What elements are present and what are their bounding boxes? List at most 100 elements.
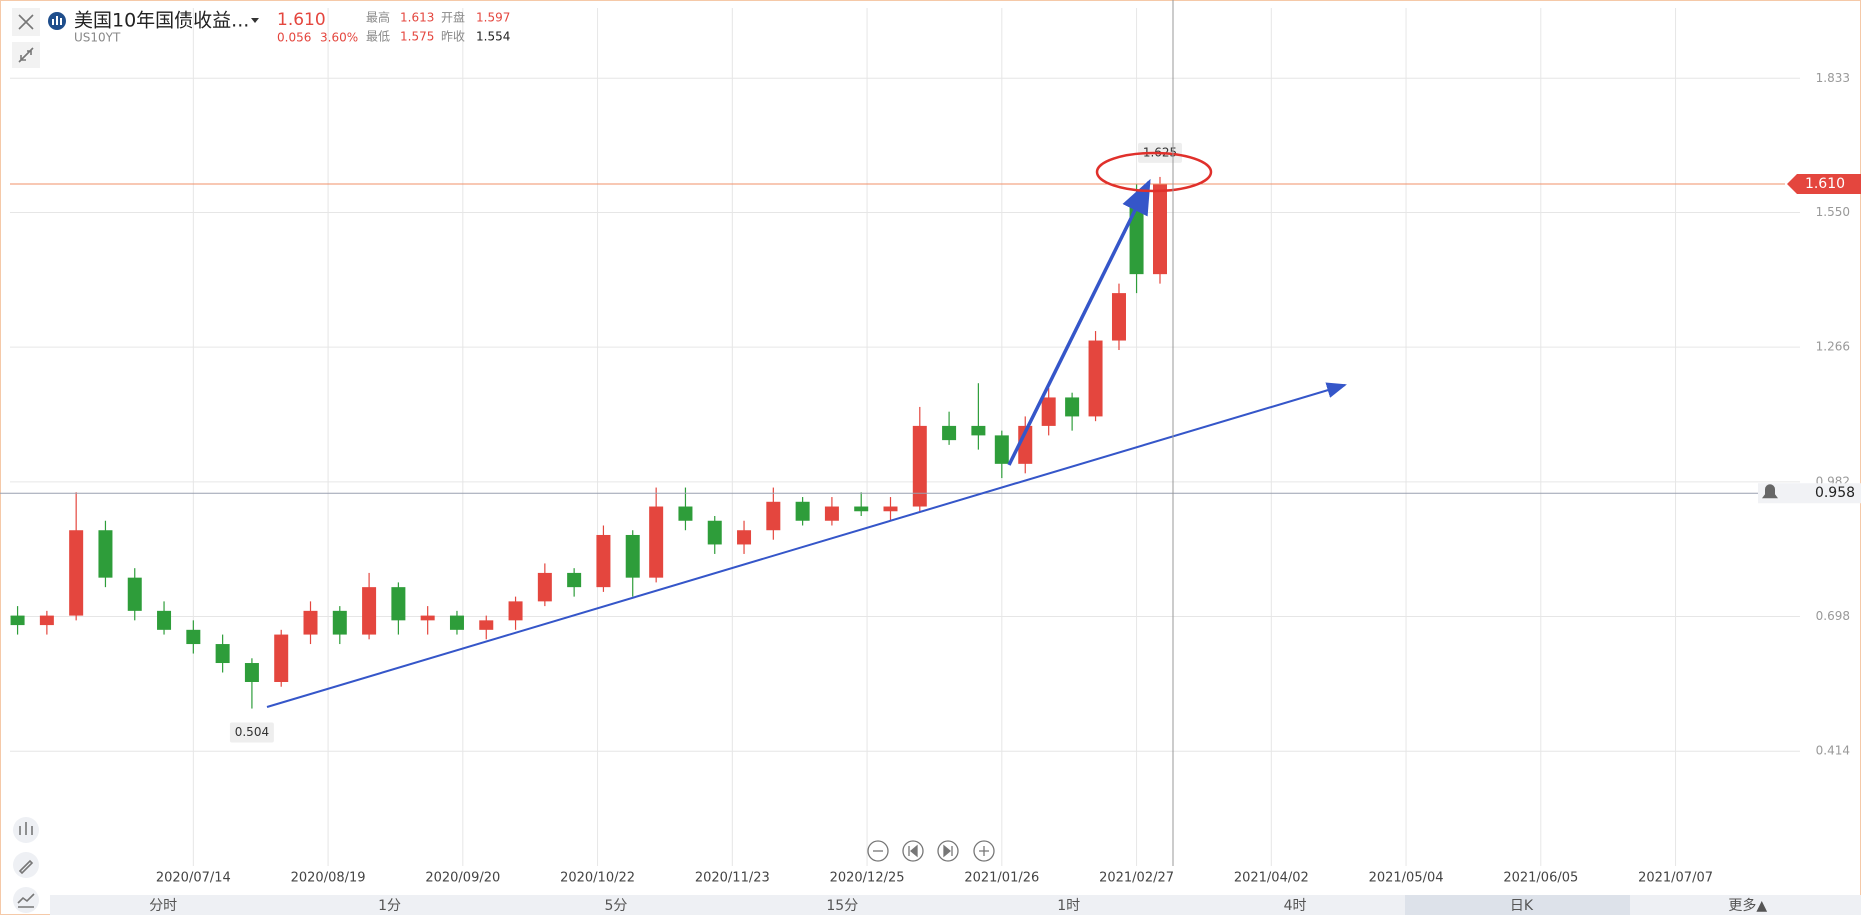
candle-body [737, 530, 752, 545]
candle-body [420, 615, 435, 621]
candle-body [854, 506, 869, 512]
candle-body [766, 501, 781, 531]
candle-body [942, 425, 957, 441]
candle-body [707, 520, 722, 545]
candles [10, 176, 1167, 709]
x-tick-label: 2021/07/07 [1638, 871, 1713, 886]
last-price-label: 1.610 [1805, 176, 1845, 192]
candle-body [625, 534, 640, 578]
candle-body [10, 615, 25, 626]
candle-body [303, 610, 318, 635]
last-price-tag [1787, 174, 1861, 195]
instrument-title[interactable]: 美国10年国债收益... [74, 10, 249, 32]
min-label: 0.504 [235, 725, 269, 739]
candle-body [332, 610, 347, 635]
candle-body [678, 506, 693, 521]
high: 1.613 [400, 11, 434, 25]
y-tick-label: 1.266 [1816, 340, 1850, 354]
symbol: US10YT [74, 31, 121, 45]
candle-body [567, 572, 582, 588]
candle-body [391, 587, 406, 621]
tab-selected [1405, 895, 1630, 915]
candle-body [883, 506, 898, 512]
tab[interactable]: 15分 [826, 898, 858, 914]
alert-label: 0.958 [1815, 485, 1855, 501]
header: 美国10年国债收益... US10YT 1.610 0.056 3.60% 最高… [48, 10, 510, 45]
x-tick-label: 2021/02/27 [1099, 871, 1174, 886]
x-tick-label: 2020/12/25 [830, 871, 905, 886]
candle-body [508, 601, 523, 621]
tab[interactable]: 更多▲ [1728, 897, 1767, 914]
prev: 1.554 [476, 30, 510, 44]
candle-body [39, 615, 54, 626]
tab[interactable]: 1时 [1057, 898, 1080, 914]
grid: 0.4140.6980.9821.2661.5501.8332020/07/14… [10, 8, 1850, 886]
candle-body [449, 615, 464, 630]
y-tick-label: 1.833 [1816, 71, 1850, 85]
trend-line[interactable] [266, 382, 1347, 708]
candle-body [1111, 293, 1126, 341]
candle-body [98, 530, 113, 578]
x-tick-label: 2020/10/22 [560, 871, 635, 886]
zoom-controls [867, 840, 995, 862]
x-tick-label: 2020/08/19 [291, 871, 366, 886]
trend-arrow[interactable] [1007, 178, 1151, 466]
tab[interactable]: 4时 [1284, 898, 1307, 914]
candle-body [537, 572, 552, 602]
candle-body [596, 534, 611, 588]
alert-tag[interactable] [1758, 483, 1861, 504]
candle-body [795, 501, 810, 521]
candle-body [1041, 397, 1056, 426]
candle-body [971, 425, 986, 436]
x-tick-label: 2020/07/14 [156, 871, 231, 886]
candle-body [1152, 184, 1167, 275]
change: 0.056 [277, 31, 311, 45]
candle-body [824, 506, 839, 521]
x-tick-label: 2021/06/05 [1503, 871, 1578, 886]
candle-body [157, 610, 172, 630]
candle-body [1088, 340, 1103, 417]
candle-body [127, 577, 142, 611]
x-tick-label: 2021/05/04 [1369, 871, 1444, 886]
price: 1.610 [277, 10, 326, 30]
dropdown[interactable] [251, 18, 259, 23]
y-tick-label: 0.414 [1816, 744, 1850, 758]
tab[interactable]: 日K [1510, 898, 1534, 914]
y-tick-label: 1.550 [1816, 205, 1850, 219]
candle-body [274, 634, 289, 682]
candle-body [1065, 397, 1080, 417]
candle-body [649, 506, 664, 578]
low-label: 最低 [366, 30, 390, 44]
open: 1.597 [476, 11, 510, 25]
open-label: 开盘 [441, 10, 465, 25]
min-tag [229, 722, 274, 743]
prev-label: 昨收 [441, 30, 465, 44]
left-toolbar [12, 8, 40, 913]
change-pct: 3.60% [320, 31, 358, 45]
low: 1.575 [400, 30, 434, 44]
tab[interactable]: 5分 [604, 898, 627, 914]
tabs: 分时 1分 5分 15分 1时 4时 日K 更多▲ [149, 897, 1767, 914]
high-label: 最高 [366, 10, 390, 25]
y-tick-label: 0.698 [1816, 609, 1850, 623]
candle-body [69, 530, 84, 616]
candle-body [912, 425, 927, 507]
alert-bell [1762, 484, 1778, 499]
tab[interactable]: 分时 [149, 898, 177, 914]
candle-body [994, 435, 1009, 464]
candle-body [215, 644, 230, 664]
candle-body [186, 629, 201, 645]
highlight-ellipse[interactable] [1095, 151, 1213, 193]
candle-body [479, 620, 494, 630]
x-tick-label: 2021/04/02 [1234, 871, 1309, 886]
x-tick-label: 2021/01/26 [964, 871, 1039, 886]
tab[interactable]: 1分 [378, 898, 401, 914]
x-tick-label: 2020/09/20 [425, 871, 500, 886]
x-tick-label: 2020/11/23 [695, 871, 770, 886]
candle-body [362, 587, 377, 635]
candle-body [244, 663, 259, 682]
